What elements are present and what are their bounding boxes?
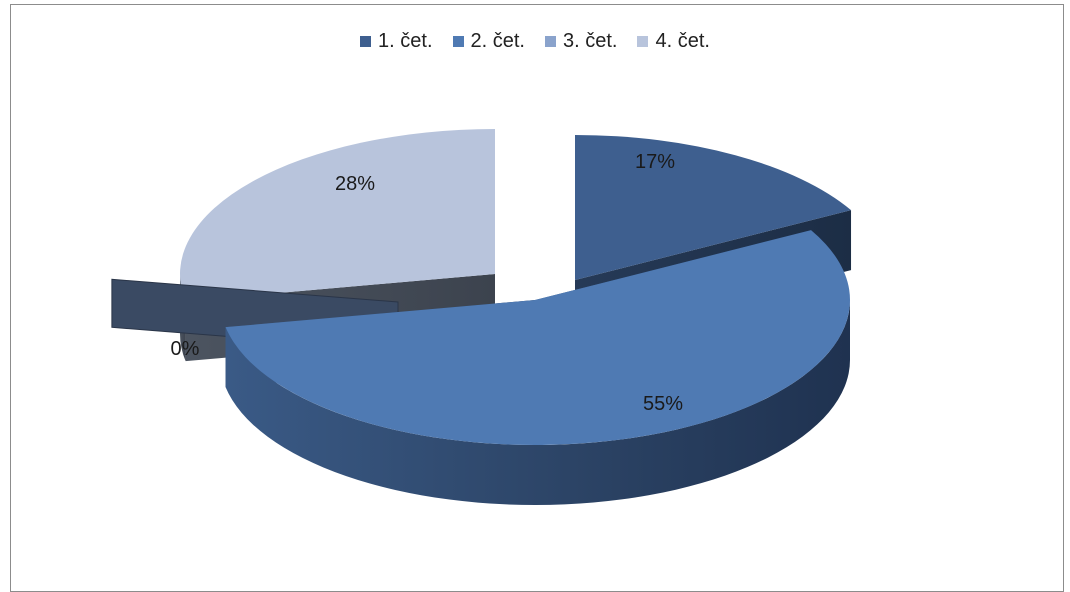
- pie-slice-side-2: [225, 300, 850, 505]
- pie-slice-2: [225, 230, 850, 505]
- legend-item-q3: 3. čet.: [545, 30, 617, 53]
- legend-item-q2: 2. čet.: [452, 30, 525, 53]
- data-label-slice-4: 28%: [335, 173, 375, 195]
- legend-label-q4: 4. čet.: [655, 30, 710, 52]
- data-label-slice-1: 17%: [635, 151, 675, 173]
- legend-label-q2: 2. čet.: [470, 30, 525, 52]
- data-label-slice-2: 55%: [643, 393, 683, 415]
- legend-label-q1: 1. čet.: [378, 30, 433, 52]
- pie-slice-top-4: [179, 129, 495, 302]
- legend-swatch-q4: [637, 36, 649, 47]
- pie-slice-top-2: [225, 230, 850, 445]
- legend-item-q1: 1. čet.: [360, 30, 433, 53]
- legend-swatch-q1: [360, 36, 372, 47]
- data-label-slice-3: 0%: [171, 338, 200, 360]
- legend-label-q3: 3. čet.: [563, 30, 618, 52]
- pie-slice-top-1: [575, 135, 852, 280]
- chart-legend: 1. čet. 2. čet. 3. čet. 4. čet.: [0, 30, 1070, 53]
- legend-item-q4: 4. čet.: [637, 30, 710, 53]
- legend-swatch-q3: [545, 36, 556, 47]
- legend-swatch-q2: [452, 36, 464, 47]
